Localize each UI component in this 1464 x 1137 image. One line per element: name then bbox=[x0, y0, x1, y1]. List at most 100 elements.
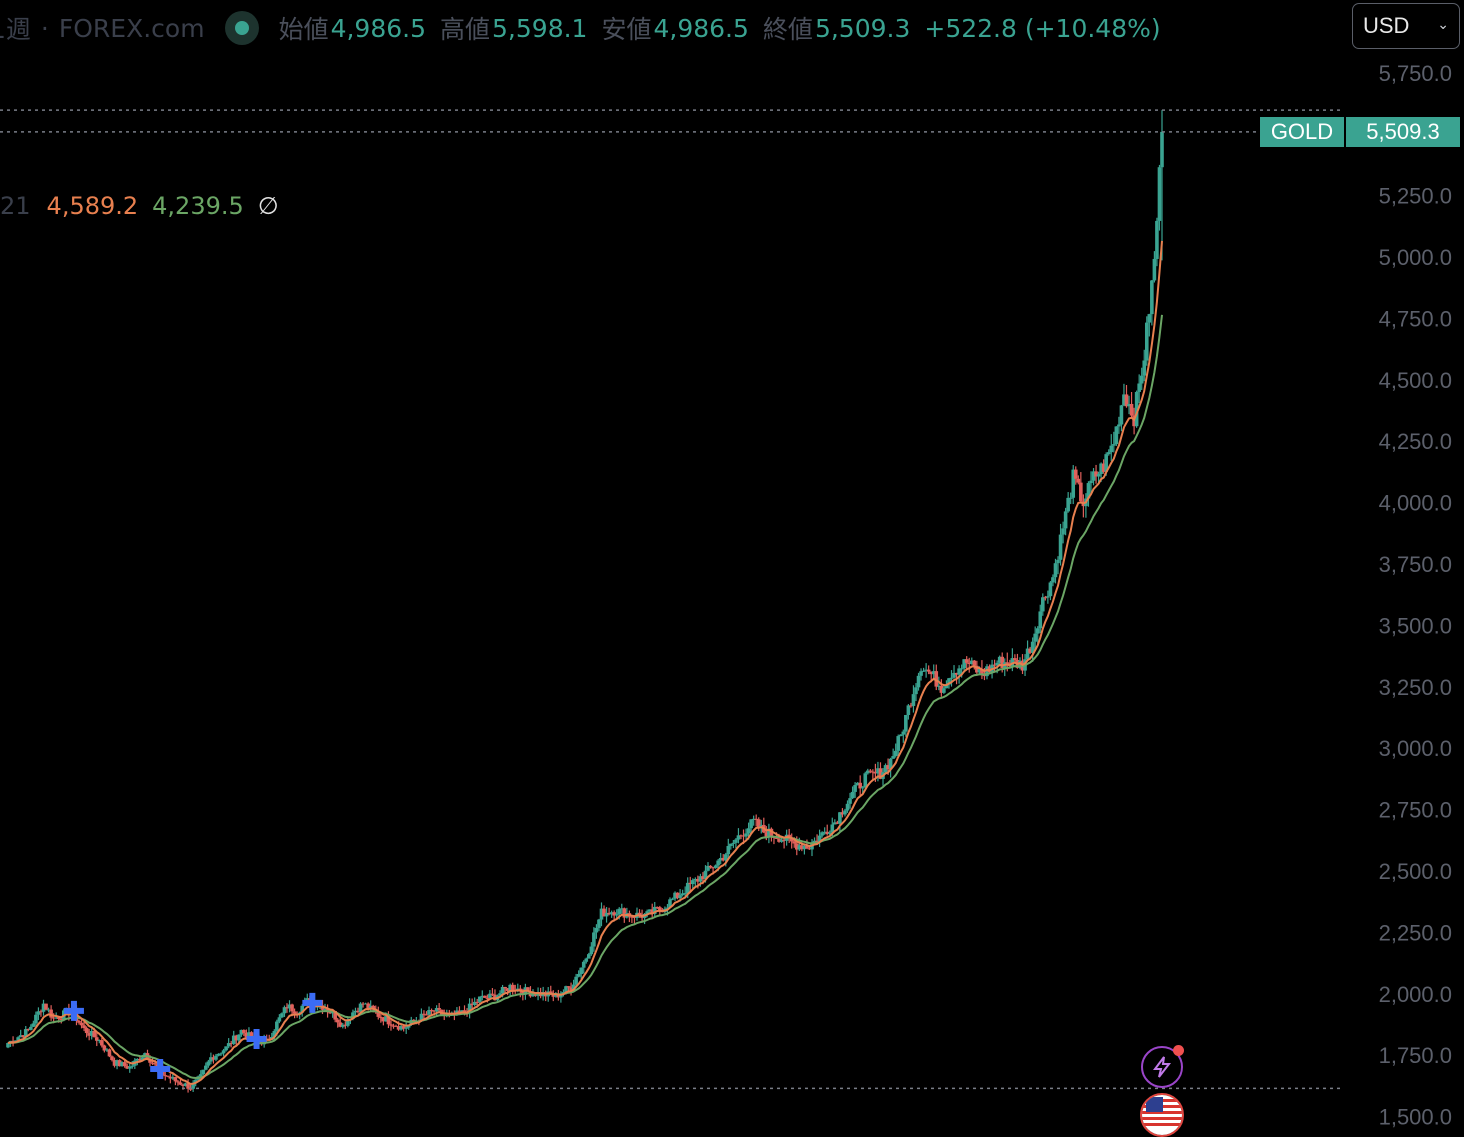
candle bbox=[1117, 416, 1121, 434]
candle-body bbox=[931, 671, 936, 675]
candle-body bbox=[346, 1019, 350, 1026]
candle bbox=[592, 927, 596, 952]
candle bbox=[858, 775, 862, 797]
candle bbox=[79, 1018, 84, 1029]
candle bbox=[1109, 434, 1114, 461]
candle bbox=[115, 1059, 119, 1070]
candle bbox=[31, 1020, 36, 1028]
candle-body bbox=[822, 831, 827, 833]
candle-body bbox=[211, 1057, 216, 1060]
candle bbox=[1025, 640, 1030, 661]
candle-body bbox=[100, 1040, 104, 1046]
candle bbox=[833, 819, 837, 825]
candle-body bbox=[962, 659, 966, 669]
candle bbox=[1063, 507, 1068, 536]
cross-marker-icon[interactable] bbox=[150, 1059, 171, 1080]
candle-body bbox=[480, 995, 485, 997]
price-tick-label: 3,000.0 bbox=[1379, 736, 1452, 761]
price-tick-label: 1,500.0 bbox=[1379, 1105, 1452, 1130]
candle bbox=[394, 1024, 398, 1027]
candle-body bbox=[579, 967, 583, 974]
candle bbox=[919, 668, 923, 681]
candle-body bbox=[112, 1060, 117, 1066]
candle bbox=[566, 986, 571, 991]
candle-body bbox=[602, 908, 606, 917]
candle bbox=[1061, 521, 1065, 544]
candle-body bbox=[353, 1010, 358, 1013]
candle-body bbox=[683, 893, 687, 895]
candle-body bbox=[622, 908, 627, 918]
candle-body bbox=[896, 736, 901, 751]
candle-body bbox=[587, 954, 591, 959]
candle-body bbox=[115, 1060, 119, 1066]
hide-indicator-icon[interactable]: ∅ bbox=[257, 192, 279, 220]
candle-body bbox=[777, 838, 781, 842]
candle bbox=[584, 957, 589, 964]
currency-select[interactable]: USD ⌄ bbox=[1352, 3, 1460, 49]
candle-body bbox=[980, 668, 984, 676]
candle bbox=[680, 889, 685, 897]
candle-body bbox=[959, 668, 964, 670]
candle-body bbox=[305, 998, 310, 1001]
candle-body bbox=[756, 819, 761, 828]
cross-marker-icon[interactable] bbox=[63, 1000, 84, 1021]
candle-body bbox=[231, 1035, 236, 1044]
candle bbox=[594, 924, 599, 939]
candle bbox=[1068, 492, 1073, 505]
candle bbox=[472, 997, 477, 1007]
candle-body bbox=[46, 1009, 51, 1011]
lightning-event-icon[interactable] bbox=[1141, 1045, 1184, 1088]
event-markers bbox=[63, 992, 323, 1080]
candle-body bbox=[290, 1004, 294, 1012]
candle-body bbox=[1101, 463, 1106, 472]
indicator-legend[interactable]: 21 4,589.2 4,239.5 ∅ bbox=[0, 192, 279, 220]
candle bbox=[46, 1007, 51, 1013]
candle-body bbox=[888, 758, 893, 770]
candle-body bbox=[427, 1009, 431, 1015]
candle bbox=[739, 834, 743, 840]
candle bbox=[363, 1002, 368, 1005]
candle-body bbox=[358, 1003, 363, 1013]
candle bbox=[201, 1069, 206, 1076]
candle bbox=[434, 1005, 439, 1017]
cross-marker-icon[interactable] bbox=[302, 992, 323, 1013]
candle-body bbox=[226, 1043, 231, 1047]
candle bbox=[574, 973, 578, 986]
candle bbox=[1046, 590, 1050, 604]
candle-body bbox=[386, 1016, 391, 1025]
candle bbox=[277, 1014, 282, 1024]
candle-body bbox=[589, 946, 594, 955]
candle-body bbox=[193, 1079, 198, 1083]
cross-marker-icon[interactable] bbox=[246, 1028, 267, 1049]
candle-body bbox=[952, 672, 956, 678]
candle-body bbox=[366, 1003, 370, 1009]
candle-body bbox=[774, 837, 779, 839]
us-flag-icon[interactable] bbox=[1140, 1093, 1184, 1137]
candle-body bbox=[559, 994, 563, 998]
candle-body bbox=[107, 1049, 112, 1057]
candle bbox=[822, 827, 827, 835]
candle bbox=[789, 833, 794, 849]
candle bbox=[1035, 626, 1040, 644]
candle-body bbox=[597, 919, 601, 928]
candle bbox=[163, 1071, 168, 1081]
candle bbox=[44, 1003, 48, 1011]
candle bbox=[221, 1048, 226, 1057]
candle-body bbox=[782, 839, 786, 841]
candle-body bbox=[723, 854, 728, 861]
candle-body bbox=[39, 1011, 43, 1013]
candle bbox=[467, 998, 472, 1019]
candle bbox=[820, 831, 824, 838]
candle-body bbox=[51, 1017, 56, 1019]
ma-slow-line bbox=[7, 314, 1163, 1080]
candle-body bbox=[985, 666, 989, 677]
candle bbox=[389, 1020, 393, 1031]
candle-body bbox=[1046, 596, 1050, 598]
candle-body bbox=[975, 665, 979, 673]
candle bbox=[609, 910, 614, 918]
price-chart-plot[interactable] bbox=[0, 0, 1340, 1132]
market-status-icon[interactable] bbox=[224, 11, 259, 45]
candle-body bbox=[911, 694, 916, 706]
candle bbox=[911, 685, 916, 713]
price-axis[interactable]: 1,500.0 1,750.0 2,000.0 2,250.0 2,500.0 2,750… bbox=[1340, 0, 1464, 1132]
